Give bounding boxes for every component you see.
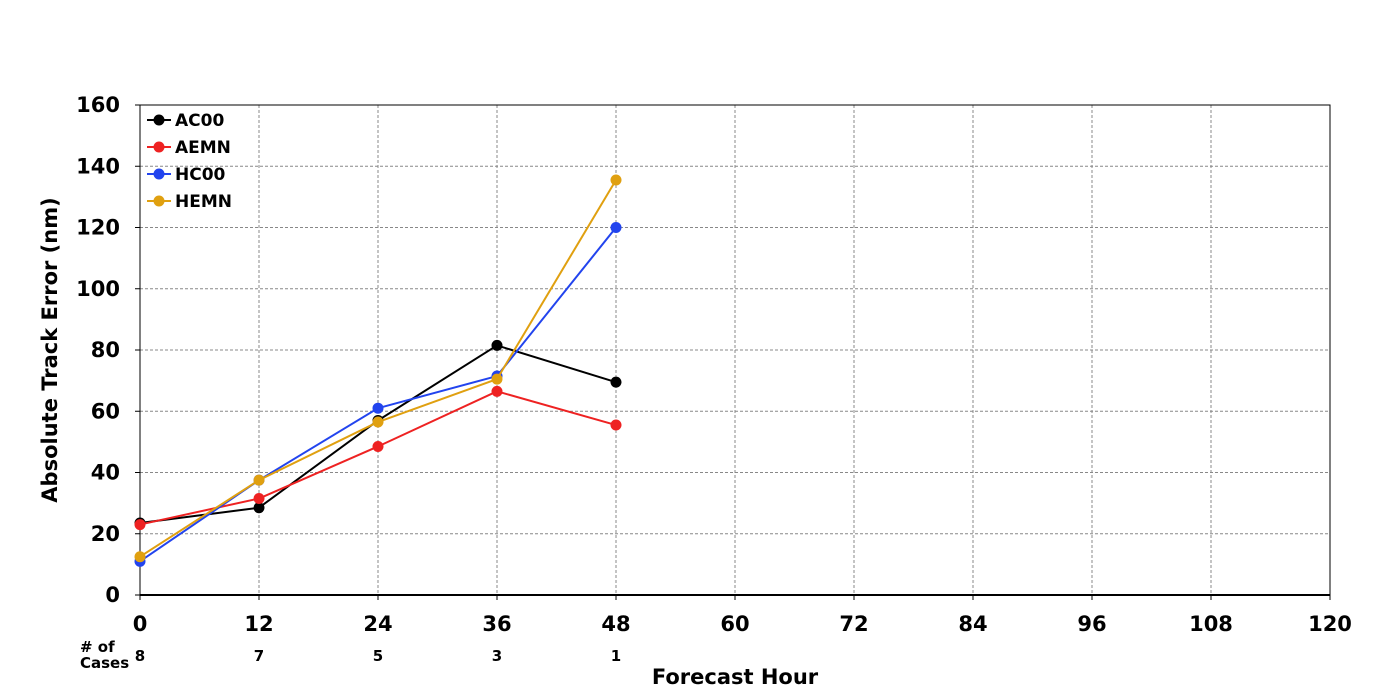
x-tick-label: 12: [244, 612, 273, 636]
x-tick-label: 24: [363, 612, 392, 636]
x-tick-label: 48: [601, 612, 630, 636]
cases-title-line-2: Cases: [80, 654, 129, 672]
cases-title-line-1: # of: [80, 638, 115, 656]
data-point: [253, 493, 265, 505]
legend-label: HC00: [175, 165, 226, 185]
x-tick-label: 36: [482, 612, 511, 636]
legend-marker: [153, 141, 165, 153]
x-tick-label: 60: [720, 612, 749, 636]
y-axis-title: Absolute Track Error (nm): [38, 197, 62, 502]
case-count: 1: [611, 647, 621, 665]
legend-marker: [153, 114, 165, 126]
legend-label: AC00: [175, 111, 224, 131]
series-layer: [134, 174, 622, 567]
data-point: [372, 416, 384, 428]
legend-item-hc00: HC00: [147, 165, 226, 185]
x-tick-label: 72: [839, 612, 868, 636]
y-tick-label: 20: [91, 522, 120, 546]
cases-title: # of Cases: [80, 638, 129, 672]
grid: [140, 105, 1330, 595]
y-tick-label: 100: [76, 277, 120, 301]
y-tick-label: 140: [76, 154, 120, 178]
legend-item-hemn: HEMN: [147, 192, 232, 212]
data-point: [134, 551, 146, 563]
series-hc00: [134, 222, 622, 567]
legend-item-aemn: AEMN: [147, 138, 231, 158]
x-tick-label: 120: [1308, 612, 1352, 636]
cases-row: # of Cases 8 7 5 3 1: [80, 638, 621, 672]
x-axis-title: Forecast Hour: [652, 665, 819, 689]
data-point: [134, 519, 146, 531]
y-tick-label: 120: [76, 216, 120, 240]
y-axis-ticks: 0 20 40 60 80 100 120 140 160: [76, 93, 140, 607]
x-tick-label: 0: [133, 612, 148, 636]
x-axis-ticks: 0 12 24 36 48 60 72 84 96 108 120: [133, 595, 1352, 636]
data-point: [610, 376, 622, 388]
legend-label: HEMN: [175, 192, 232, 212]
legend-marker: [153, 195, 165, 207]
legend-item-ac00: AC00: [147, 111, 224, 131]
y-tick-label: 40: [91, 461, 120, 485]
data-point: [372, 402, 384, 414]
data-point: [610, 222, 622, 233]
legend-label: AEMN: [175, 138, 231, 158]
case-count: 5: [373, 647, 383, 665]
data-point: [491, 373, 503, 385]
data-point: [610, 419, 622, 431]
data-point: [491, 385, 503, 397]
x-tick-label: 108: [1189, 612, 1233, 636]
data-point: [253, 502, 265, 514]
data-point: [491, 339, 503, 351]
case-count: 3: [492, 647, 502, 665]
x-tick-label: 84: [958, 612, 987, 636]
series-hemn: [134, 174, 622, 563]
x-tick-label: 96: [1077, 612, 1106, 636]
legend-marker: [153, 168, 165, 180]
legend: AC00 AEMN HC00 HEMN: [147, 111, 232, 212]
data-point: [253, 474, 265, 486]
data-point: [372, 440, 384, 452]
case-count: 7: [254, 647, 264, 665]
data-point: [610, 174, 622, 186]
y-tick-label: 60: [91, 399, 120, 423]
y-tick-label: 0: [105, 583, 120, 607]
y-tick-label: 160: [76, 93, 120, 117]
case-count: 8: [135, 647, 145, 665]
y-tick-label: 80: [91, 338, 120, 362]
